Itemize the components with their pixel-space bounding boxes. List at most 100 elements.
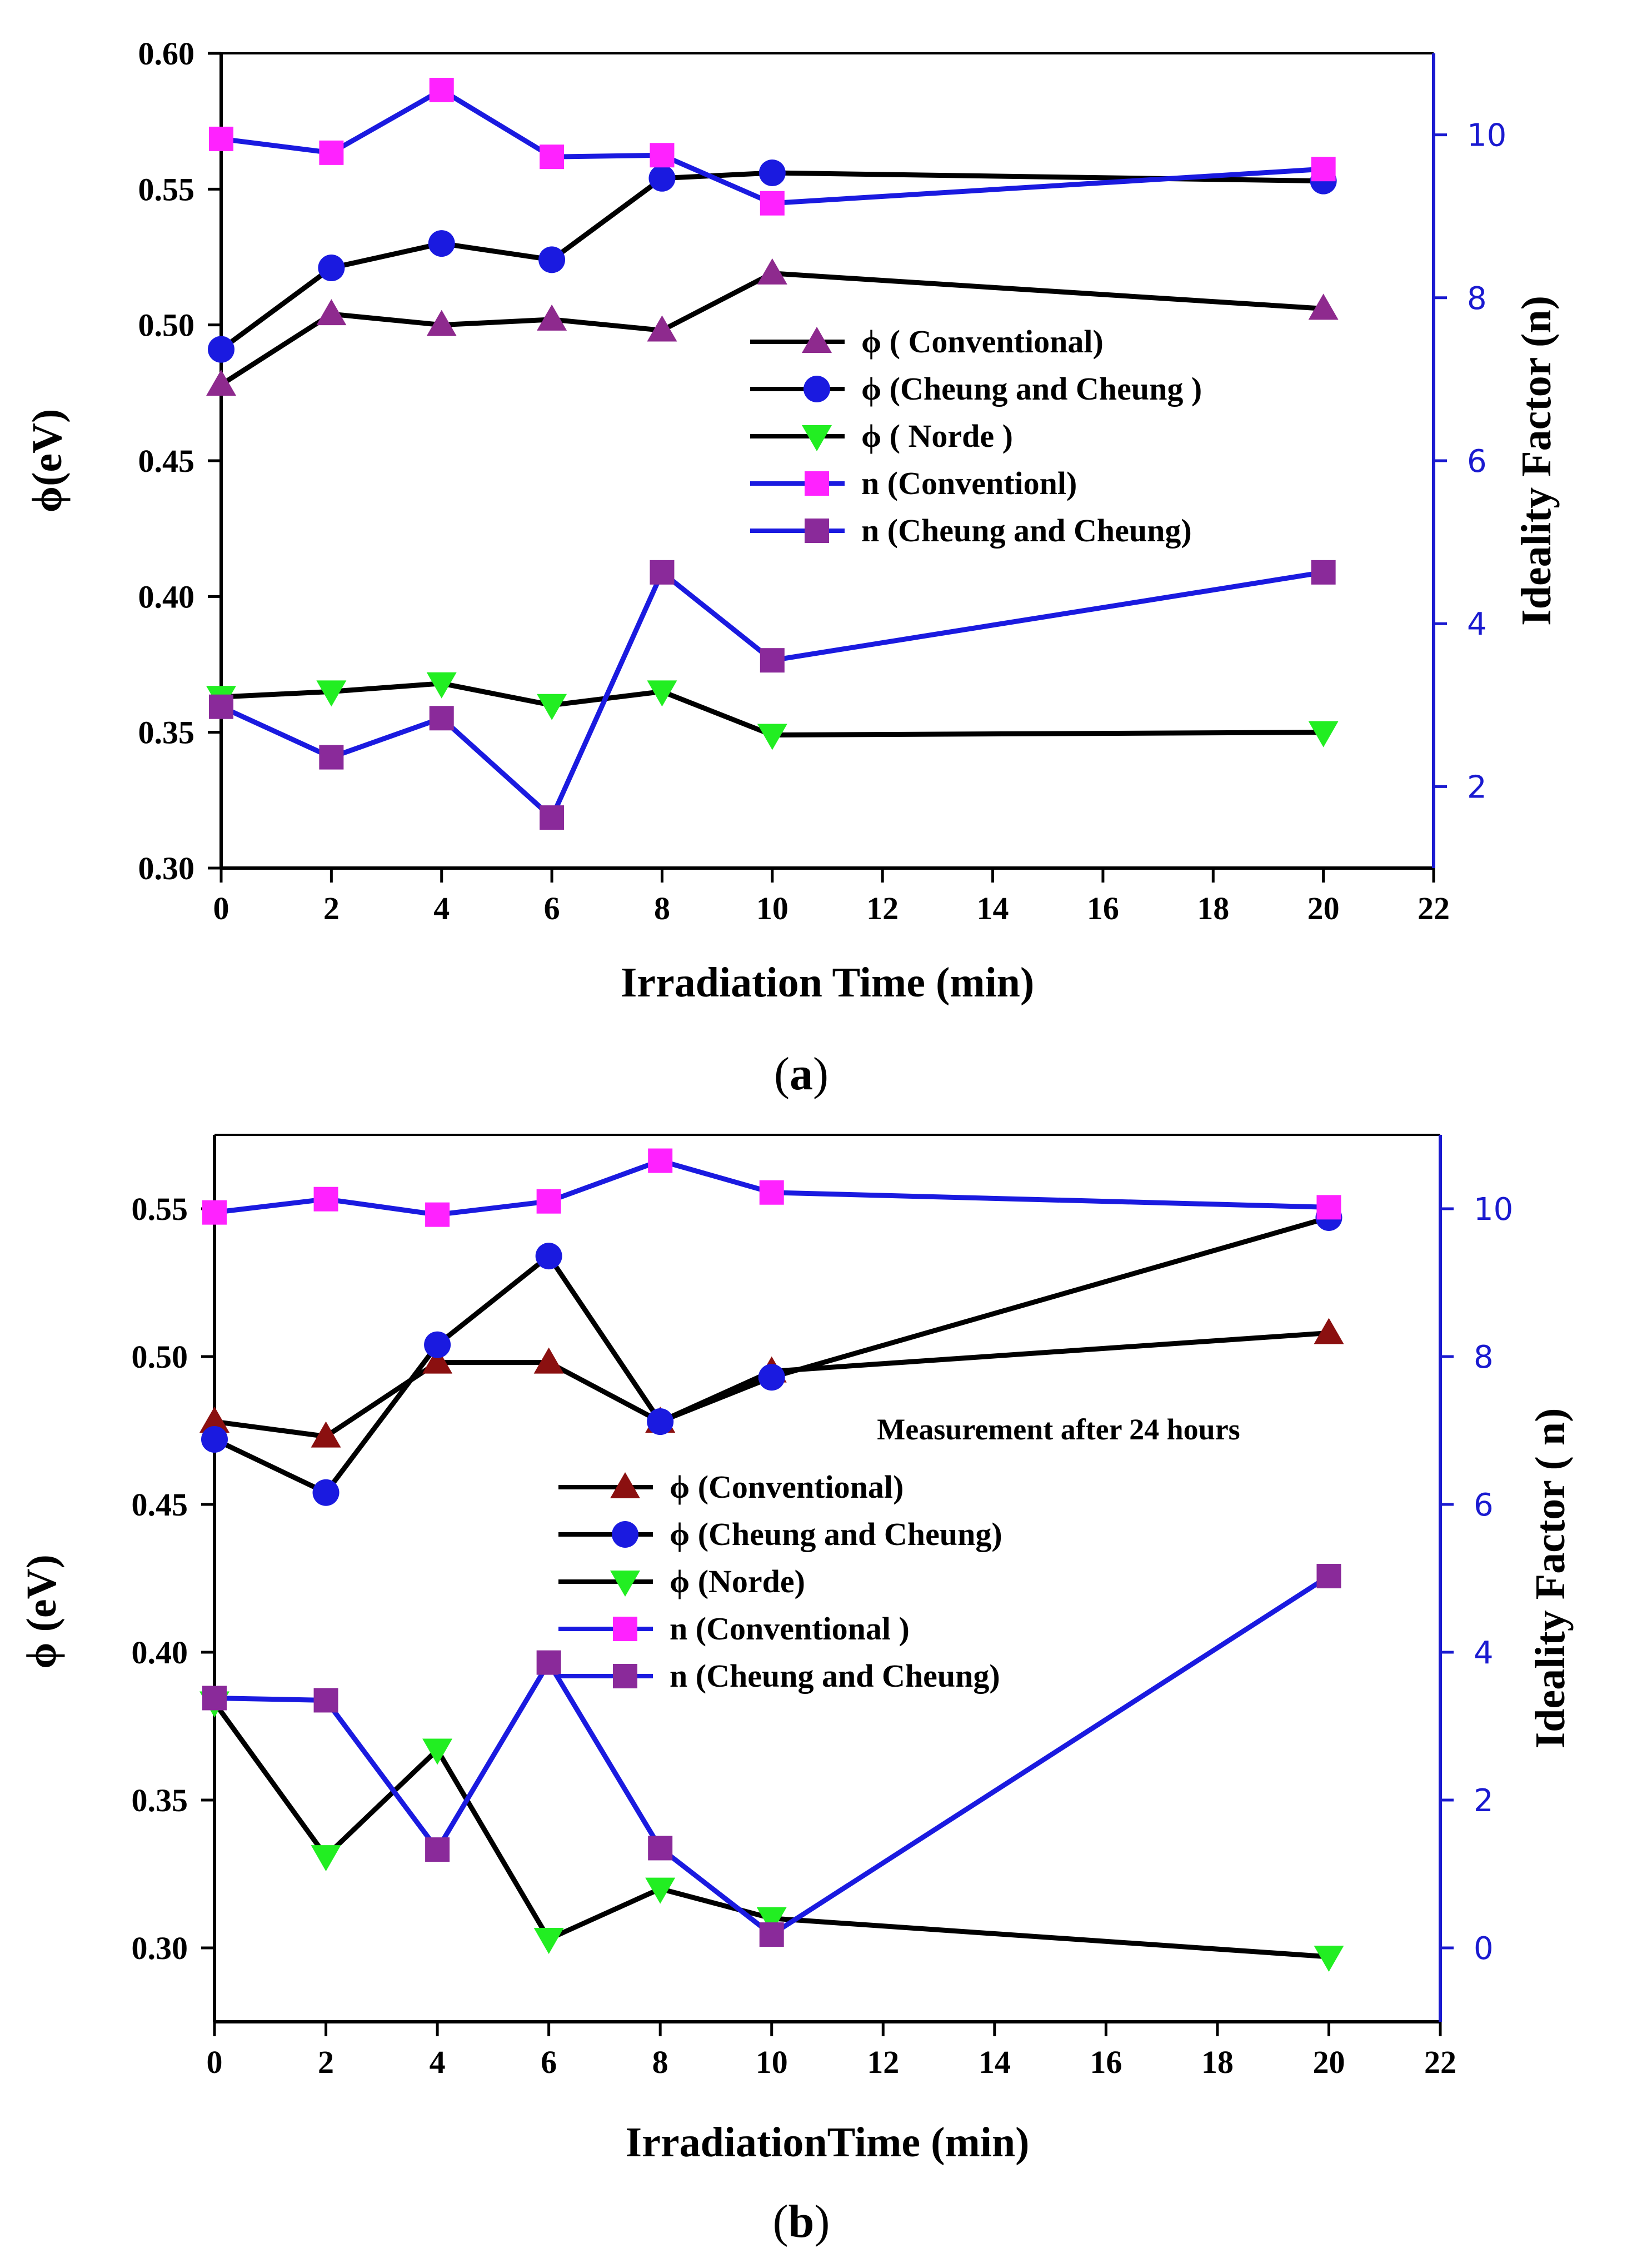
right-y-tick-label: 8 <box>1474 1339 1494 1375</box>
data-point-s3-5 <box>756 1907 787 1933</box>
legend-marker <box>802 327 832 353</box>
data-point-s3-6 <box>1314 1945 1344 1972</box>
data-point-s5-6 <box>1316 1564 1341 1589</box>
data-point-s5-1 <box>313 1688 338 1713</box>
x-tick-label: 10 <box>756 2044 788 2080</box>
data-point-s4-6 <box>1316 1195 1341 1220</box>
right-y-tick-label: 2 <box>1474 1783 1494 1819</box>
data-point-s3-2 <box>422 1738 453 1765</box>
left-y-tick-label: 0.45 <box>132 1487 188 1523</box>
x-tick-label: 22 <box>1418 890 1450 926</box>
data-point-s2-0 <box>208 336 234 363</box>
left-y-tick-label: 0.50 <box>138 307 195 343</box>
right-y-tick-label: 4 <box>1467 606 1487 642</box>
series-line-4 <box>221 87 1324 206</box>
x-tick-label: 6 <box>544 890 560 926</box>
data-point-s3-5 <box>757 724 787 750</box>
left-y-tick-label: 0.55 <box>138 171 195 207</box>
legend-marker <box>613 1664 637 1688</box>
legend-marker <box>803 376 830 402</box>
data-point-s4-5 <box>760 191 785 216</box>
legend-label: ϕ (Conventional) <box>670 1469 904 1505</box>
data-point-s5-3 <box>536 1650 561 1675</box>
data-point-s2-5 <box>758 159 786 187</box>
data-point-s4-3 <box>536 1189 561 1214</box>
data-point-s5-6 <box>1311 560 1336 585</box>
chart-panel-a: 0 2 4 6 8 10 12 14 16 18 20 22 0.30 0.35 0.40 0.45 0.50 0… <box>24 36 1560 1100</box>
data-point-s1-3 <box>537 304 567 331</box>
right-y-tick-label: 2 <box>1467 769 1487 805</box>
left-y-tick-label: 0.60 <box>138 36 195 72</box>
left-y-axis-label: ϕ (eV) <box>18 1554 65 1669</box>
right-y-axis-label: Ideality Factor ( n) <box>1527 1408 1574 1749</box>
x-axis-label: IrradiationTime (min) <box>626 2119 1030 2166</box>
left-y-tick-label: 0.40 <box>138 579 195 615</box>
x-tick-label: 16 <box>1087 890 1119 926</box>
legend-label: ϕ (Cheung and Cheung) <box>670 1516 1002 1552</box>
legend-marker <box>610 1571 640 1597</box>
data-point-s2-5 <box>758 1364 785 1391</box>
left-y-tick-label: 0.45 <box>138 443 195 479</box>
data-point-s4-1 <box>319 140 344 165</box>
data-point-s2-3 <box>535 1243 562 1270</box>
data-point-s3-3 <box>537 694 567 720</box>
legend-label: ϕ ( Conventional) <box>861 323 1104 360</box>
data-point-s4-5 <box>759 1180 784 1205</box>
data-point-s4-6 <box>1311 157 1336 182</box>
legend-marker <box>613 1617 637 1641</box>
data-point-s4-4 <box>648 1148 673 1173</box>
left-y-tick-label: 0.40 <box>132 1634 188 1671</box>
data-point-s4-2 <box>429 77 454 102</box>
x-tick-label: 16 <box>1090 2044 1122 2080</box>
series-line-5 <box>220 570 1324 820</box>
data-point-s1-1 <box>316 299 347 326</box>
data-point-s1-2 <box>426 310 457 336</box>
legend-label: n (Cheung and Cheung) <box>670 1658 1000 1694</box>
series-line-2 <box>213 1215 1330 1496</box>
legend-label: n (Cheung and Cheung) <box>861 512 1192 549</box>
legend-marker <box>610 1472 640 1498</box>
x-tick-label: 4 <box>433 890 450 926</box>
legend-label: ϕ (Cheung and Cheung ) <box>861 371 1202 407</box>
data-point-s3-6 <box>1308 721 1339 747</box>
left-y-tick-label: 0.35 <box>138 715 195 751</box>
left-y-tick-label: 0.50 <box>132 1339 188 1375</box>
x-tick-label: 0 <box>213 890 229 926</box>
data-point-s1-6 <box>1308 293 1339 320</box>
data-point-s1-0 <box>206 370 236 396</box>
x-tick-label: 6 <box>541 2044 557 2080</box>
x-tick-label: 2 <box>323 890 340 926</box>
data-point-s3-1 <box>311 1845 341 1872</box>
data-point-s5-2 <box>425 1837 450 1862</box>
x-tick-label: 22 <box>1424 2044 1456 2080</box>
legend-marker <box>805 471 829 496</box>
chart-panel-b: 0 2 4 6 8 10 12 14 16 18 20 220.300.350.400.450.500… <box>18 1134 1574 2247</box>
data-point-s2-4 <box>648 165 676 192</box>
data-point-s1-0 <box>199 1407 229 1433</box>
left-y-tick-label: 0.55 <box>132 1191 188 1227</box>
data-point-s1-1 <box>311 1421 341 1448</box>
legend-label: ϕ ( Norde ) <box>861 418 1013 454</box>
x-tick-label: 2 <box>318 2044 334 2080</box>
data-point-s3-4 <box>645 1877 676 1904</box>
x-tick-label: 18 <box>1197 890 1229 926</box>
data-point-s4-0 <box>209 126 233 151</box>
legend-label: n (Conventional ) <box>670 1611 910 1647</box>
right-y-axis-label: Ideality Factor (n) <box>1513 296 1560 626</box>
right-y-tick-label: 0 <box>1474 1931 1494 1967</box>
left-y-axis-label: ϕ(eV) <box>24 409 71 513</box>
legend-marker <box>805 519 829 543</box>
data-point-s2-2 <box>428 230 455 257</box>
x-tick-label: 20 <box>1307 890 1340 926</box>
data-point-s5-0 <box>209 694 233 719</box>
panel-label: (a) <box>774 1048 829 1100</box>
x-tick-label: 4 <box>430 2044 446 2080</box>
data-point-s4-3 <box>540 144 565 170</box>
right-y-tick-label: 6 <box>1474 1487 1494 1523</box>
right-y-tick-label: 6 <box>1467 443 1487 480</box>
data-point-s3-1 <box>316 680 347 707</box>
right-y-tick-label: 8 <box>1467 281 1487 317</box>
data-point-s4-4 <box>650 143 675 168</box>
data-point-s1-6 <box>1314 1318 1344 1344</box>
